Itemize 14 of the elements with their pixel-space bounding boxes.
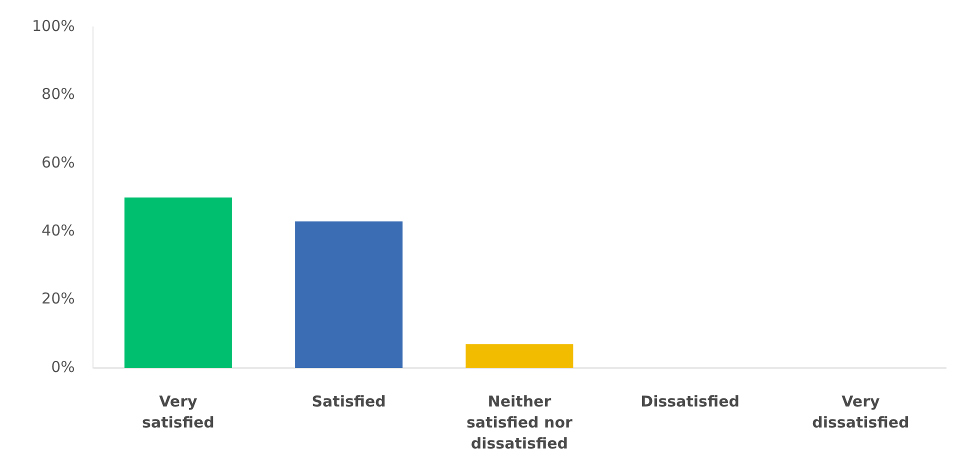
y-tick-label: 100% xyxy=(32,16,75,35)
y-tick-label: 0% xyxy=(51,358,75,376)
bar xyxy=(295,221,403,368)
x-tick-label: Very dissatisfied xyxy=(812,392,910,432)
y-tick-label: 40% xyxy=(42,221,75,240)
bar xyxy=(124,198,232,368)
y-tick-label: 80% xyxy=(42,85,75,104)
x-tick-label: Satisfied xyxy=(312,392,386,410)
bar xyxy=(466,344,574,368)
x-tick-label: Very satisfied xyxy=(142,392,214,432)
x-tick-label: Dissatisfied xyxy=(640,392,740,410)
y-tick-label: 60% xyxy=(42,153,75,172)
y-tick-label: 20% xyxy=(42,290,75,308)
x-tick-label: Neither satisfied nor dissatisfied xyxy=(466,392,573,452)
